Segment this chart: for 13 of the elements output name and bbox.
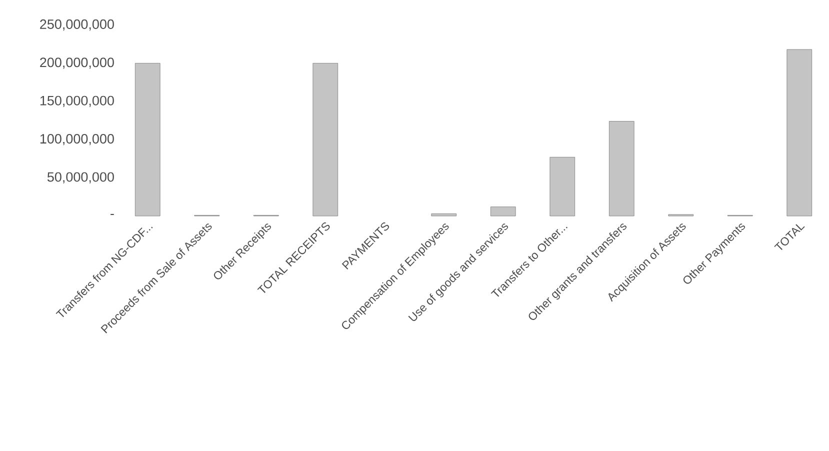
bar xyxy=(550,156,576,216)
bar xyxy=(312,62,338,216)
bar xyxy=(490,206,516,216)
bar xyxy=(786,49,812,216)
y-tick-label: 200,000,000 xyxy=(40,58,114,69)
y-tick-label: 100,000,000 xyxy=(40,134,114,146)
bar xyxy=(608,121,634,216)
y-tick-label: 150,000,000 xyxy=(40,96,114,107)
y-tick-label: 50,000,000 xyxy=(47,172,114,184)
bar xyxy=(134,62,160,216)
bar xyxy=(431,214,457,216)
y-tick-label: 250,000,000 xyxy=(40,19,114,31)
y-tick-label: - xyxy=(110,214,114,215)
